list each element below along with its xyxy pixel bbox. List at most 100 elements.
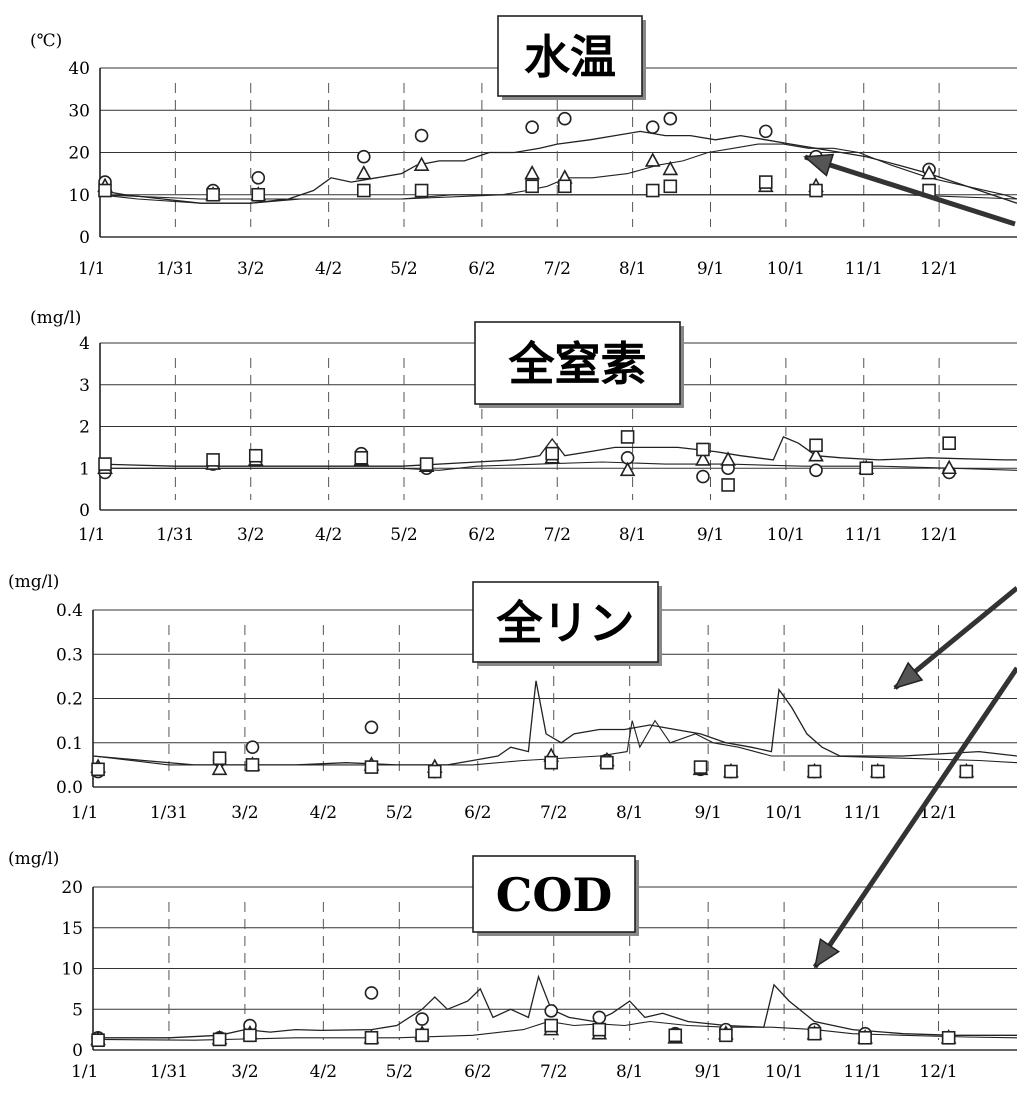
chart-title: COD bbox=[496, 868, 613, 922]
x-tick-label: 1/1 bbox=[78, 525, 105, 545]
x-tick-label: 1/31 bbox=[150, 1062, 188, 1082]
x-tick-label: 1/1 bbox=[71, 803, 98, 823]
square-marker bbox=[525, 179, 539, 194]
square-marker bbox=[941, 1030, 956, 1045]
circle-marker bbox=[592, 1010, 607, 1025]
unit-label: (mg/l) bbox=[8, 572, 59, 592]
circle-marker bbox=[415, 1012, 429, 1026]
x-tick-label: 3/2 bbox=[231, 803, 258, 823]
circle-marker bbox=[245, 740, 260, 754]
x-tick-label: 10/1 bbox=[767, 525, 805, 545]
triangle-marker bbox=[524, 164, 540, 180]
square-marker bbox=[206, 187, 220, 202]
x-tick-label: 5/2 bbox=[390, 525, 417, 545]
y-tick-label: 20 bbox=[68, 144, 90, 164]
square-marker bbox=[251, 187, 266, 202]
square-marker bbox=[354, 451, 369, 465]
chart-title: 全リン bbox=[496, 596, 635, 650]
circle-marker bbox=[645, 120, 660, 134]
x-tick-label: 8/1 bbox=[619, 259, 646, 279]
arrow-to-cod bbox=[812, 666, 1017, 969]
x-tick-label: 12/1 bbox=[920, 259, 958, 279]
square-marker bbox=[91, 1033, 105, 1048]
triangle-marker bbox=[619, 461, 636, 477]
y-tick-label: 4 bbox=[79, 334, 90, 354]
square-marker bbox=[592, 1022, 607, 1037]
y-tick-label: 0.4 bbox=[56, 601, 83, 621]
square-marker bbox=[721, 478, 735, 492]
x-tick-label: 1/31 bbox=[150, 803, 188, 823]
chart-title: 全窒素 bbox=[508, 337, 647, 391]
x-tick-label: 1/1 bbox=[78, 259, 105, 279]
circle-marker bbox=[663, 111, 678, 126]
x-tick-label: 11/1 bbox=[843, 1062, 881, 1082]
square-marker bbox=[364, 1030, 379, 1045]
square-marker bbox=[663, 179, 678, 194]
x-tick-label: 4/2 bbox=[315, 259, 342, 279]
x-tick-label: 3/2 bbox=[237, 259, 264, 279]
x-tick-label: 11/1 bbox=[845, 259, 883, 279]
chart-panel-3: (mg/l) 0.0 0.1 0.2 0.3 0.4 1/1 1/31 3/2 4/2 5/2 6/2… bbox=[8, 572, 1017, 823]
title-box bbox=[472, 581, 659, 663]
series-line-2 bbox=[92, 1020, 1017, 1041]
x-tick-label: 10/1 bbox=[767, 259, 805, 279]
y-tick-label: 0 bbox=[72, 1041, 83, 1061]
y-tick-label: 40 bbox=[68, 59, 90, 79]
x-tick-label: 9/1 bbox=[697, 525, 724, 545]
y-tick-label: 0.0 bbox=[56, 778, 83, 798]
square-marker bbox=[91, 762, 105, 777]
x-tick-label: 8/1 bbox=[616, 1062, 643, 1082]
circle-marker bbox=[364, 720, 379, 735]
square-marker bbox=[243, 1028, 257, 1043]
x-tick-label: 6/2 bbox=[468, 259, 495, 279]
x-tick-label: 11/1 bbox=[843, 803, 881, 823]
y-tick-label: 0.3 bbox=[56, 645, 83, 665]
y-tick-label: 0 bbox=[79, 501, 90, 521]
series-line-2 bbox=[100, 461, 1017, 471]
x-tick-label: 11/1 bbox=[845, 525, 883, 545]
x-tick-label: 12/1 bbox=[919, 1062, 957, 1082]
x-tick-label: 1/31 bbox=[156, 259, 194, 279]
x-tick-label: 1/31 bbox=[156, 525, 194, 545]
x-tick-label: 5/2 bbox=[390, 259, 417, 279]
y-tick-label: 3 bbox=[79, 376, 90, 396]
x-tick-label: 4/2 bbox=[310, 803, 337, 823]
square-marker bbox=[545, 446, 560, 461]
x-tick-label: 7/2 bbox=[544, 525, 571, 545]
x-tick-label: 7/2 bbox=[544, 259, 571, 279]
series-line-1 bbox=[99, 130, 1017, 204]
triangle-marker bbox=[355, 164, 372, 180]
square-marker bbox=[98, 183, 112, 198]
x-tick-label: 6/2 bbox=[464, 1062, 491, 1082]
square-marker bbox=[356, 183, 371, 198]
square-marker bbox=[206, 453, 220, 467]
square-marker bbox=[427, 764, 442, 779]
circle-marker bbox=[544, 1004, 559, 1018]
triangle-marker bbox=[644, 152, 661, 167]
title-box bbox=[497, 15, 643, 97]
square-marker bbox=[942, 436, 956, 451]
y-tick-label: 10 bbox=[61, 960, 83, 980]
square-marker bbox=[364, 760, 379, 774]
x-tick-label: 6/2 bbox=[468, 525, 495, 545]
square-marker bbox=[870, 764, 885, 779]
y-tick-label: 20 bbox=[61, 878, 83, 898]
triangle-marker bbox=[941, 459, 958, 475]
y-tick-label: 5 bbox=[72, 1000, 83, 1020]
square-marker bbox=[858, 1030, 872, 1045]
triangle-marker bbox=[413, 156, 430, 171]
unit-label: (mg/l) bbox=[30, 308, 81, 328]
circle-marker bbox=[364, 986, 379, 1000]
x-tick-label: 10/1 bbox=[765, 1062, 803, 1082]
x-tick-label: 12/1 bbox=[919, 803, 957, 823]
square-marker bbox=[419, 457, 434, 471]
y-tick-label: 0.1 bbox=[56, 734, 83, 754]
series-line-1 bbox=[92, 680, 1017, 766]
x-tick-label: 4/2 bbox=[310, 1062, 337, 1082]
y-tick-label: 30 bbox=[68, 101, 90, 121]
x-tick-label: 6/2 bbox=[464, 803, 491, 823]
triangle-marker bbox=[808, 447, 824, 462]
triangle-marker bbox=[662, 160, 679, 176]
unit-label: (℃) bbox=[30, 31, 62, 51]
x-tick-label: 8/1 bbox=[619, 525, 646, 545]
